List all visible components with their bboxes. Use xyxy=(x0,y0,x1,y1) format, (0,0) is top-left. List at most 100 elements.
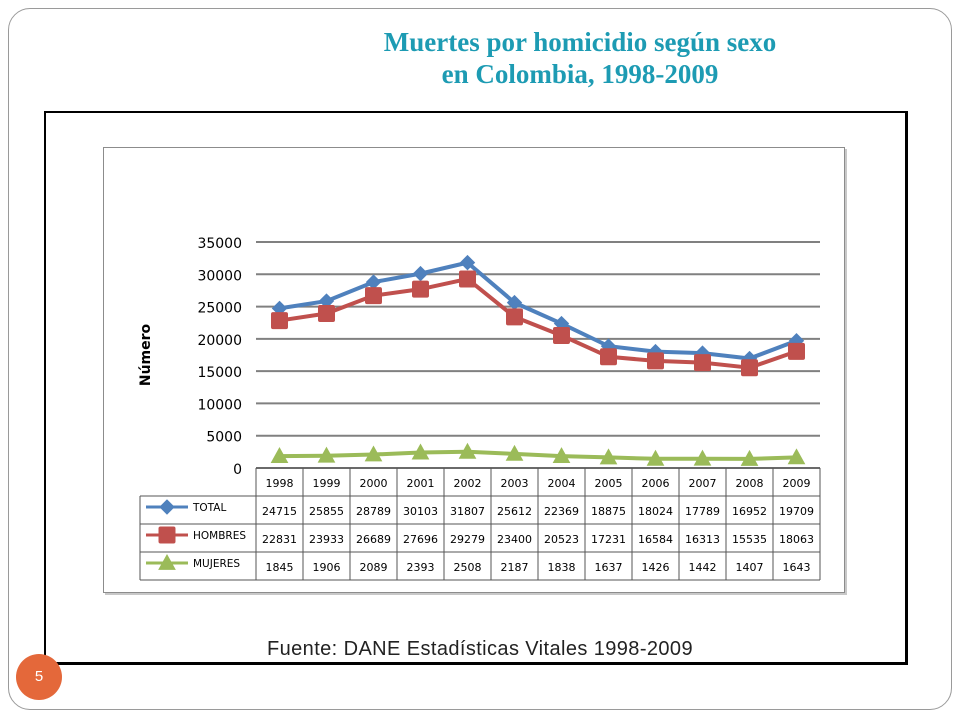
y-tick-label: 15000 xyxy=(197,365,242,381)
slide-frame xyxy=(8,8,952,710)
data-table-cell: 2089 xyxy=(360,561,388,574)
legend-key-point xyxy=(158,553,176,570)
data-table-cell: 1407 xyxy=(736,561,764,574)
series-total-point xyxy=(459,254,476,271)
series-mujeres-point xyxy=(317,446,336,463)
data-table-cell: 2508 xyxy=(454,561,482,574)
x-tick-label: 2001 xyxy=(407,477,435,490)
series-mujeres-point xyxy=(270,447,289,463)
x-tick-label: 1998 xyxy=(266,477,294,490)
series-hombres-point xyxy=(741,359,758,377)
data-table-cell: 16952 xyxy=(732,505,767,518)
data-table-cell: 17231 xyxy=(591,533,626,546)
y-tick-label: 20000 xyxy=(197,333,242,349)
data-table-cell: 1845 xyxy=(266,561,294,574)
page-number-badge: 5 xyxy=(16,654,62,700)
slide-title-line-2: en Colombia, 1998-2009 xyxy=(441,59,719,89)
line-chart: 0 5000 10000 15000 20000 25000 30000 35000 Númer… xyxy=(138,236,821,581)
data-table-cell: 28789 xyxy=(356,505,391,518)
series-hombres-point xyxy=(600,348,617,366)
series-mujeres-line xyxy=(279,449,797,461)
series-hombres-point xyxy=(506,308,523,326)
data-table-cell: 15535 xyxy=(732,533,767,546)
x-tick-label: 2007 xyxy=(689,477,717,490)
series-mujeres-point xyxy=(740,449,759,466)
y-tick-label: 25000 xyxy=(197,301,242,317)
series-mujeres-point xyxy=(364,445,383,462)
data-table-cell: 2393 xyxy=(407,561,435,574)
series-hombres-point xyxy=(412,280,429,298)
data-table-cell: 22831 xyxy=(262,533,297,546)
series-hombres-point xyxy=(271,312,288,330)
y-tick-label: 0 xyxy=(233,462,242,478)
data-table-cell: 18063 xyxy=(779,533,814,546)
data-table-cell: 2187 xyxy=(501,561,529,574)
x-tick-label: 2006 xyxy=(642,477,670,490)
data-table-cell: 1838 xyxy=(548,561,576,574)
data-table-cell: 1906 xyxy=(313,561,341,574)
series-mujeres-point xyxy=(693,449,712,466)
x-tick-label: 2002 xyxy=(454,477,482,490)
y-tick-label: 30000 xyxy=(197,268,242,284)
legend-label: TOTAL xyxy=(192,502,226,514)
data-table-cell: 1643 xyxy=(783,561,811,574)
data-table-cell: 25612 xyxy=(497,505,532,518)
series-mujeres-point xyxy=(787,448,806,465)
legend-key-point xyxy=(159,499,175,515)
y-axis-title: Número xyxy=(138,323,154,386)
series-mujeres-point xyxy=(505,444,524,461)
chart-area: 0 5000 10000 15000 20000 25000 30000 35000 Númer… xyxy=(103,147,845,593)
series-mujeres-point xyxy=(552,447,571,464)
data-table-cell: 16584 xyxy=(638,533,673,546)
series-hombres-point xyxy=(553,326,570,344)
x-tick-label: 2008 xyxy=(736,477,764,490)
series-total-line xyxy=(279,260,798,361)
series-hombres-point xyxy=(647,352,664,370)
x-tick-label: 2004 xyxy=(548,477,576,490)
data-table-cell: 16313 xyxy=(685,533,720,546)
data-table-cell: 19709 xyxy=(779,505,814,518)
data-table-cell: 1426 xyxy=(642,561,670,574)
series-total-point xyxy=(365,274,382,290)
data-table-cell: 29279 xyxy=(450,533,485,546)
y-tick-label: 35000 xyxy=(197,236,242,252)
series-hombres-point xyxy=(788,342,805,360)
series-hombres-point xyxy=(318,304,335,322)
slide-title-line-1: Muertes por homicidio según sexo xyxy=(383,27,777,57)
series-mujeres-point xyxy=(411,443,430,460)
data-table-cell: 1637 xyxy=(595,561,623,574)
data-table-cell: 20523 xyxy=(544,533,579,546)
series-mujeres-point xyxy=(599,448,618,465)
y-tick-label: 5000 xyxy=(206,430,242,446)
legend-label: MUJERES xyxy=(193,558,240,570)
source-note: Fuente: DANE Estadísticas Vitales 1998-2… xyxy=(267,638,693,660)
data-table-cell: 22369 xyxy=(544,505,579,518)
series-total-point xyxy=(412,265,429,282)
data-table-cell: 1442 xyxy=(689,561,717,574)
slide-title: Muertes por homicidio según sexo en Colo… xyxy=(300,26,860,90)
data-table-cell: 23400 xyxy=(497,533,532,546)
series-hombres-point xyxy=(459,270,476,288)
data-table-cell: 18875 xyxy=(591,505,626,518)
y-tick-label: 10000 xyxy=(197,397,242,413)
data-table-cell: 25855 xyxy=(309,505,344,518)
legend-key-point xyxy=(158,526,176,544)
x-tick-label: 1999 xyxy=(313,477,341,490)
series-hombres-point xyxy=(365,287,382,305)
data-table-cell: 24715 xyxy=(262,505,297,518)
series-hombres-point xyxy=(694,354,711,372)
data-table-cell: 17789 xyxy=(685,505,720,518)
x-tick-label: 2003 xyxy=(501,477,529,490)
data-table-cell: 23933 xyxy=(309,533,344,546)
data-table-cell: 31807 xyxy=(450,505,485,518)
x-tick-label: 2005 xyxy=(595,477,623,490)
data-table-cell: 18024 xyxy=(638,505,673,518)
legend-label: HOMBRES xyxy=(193,530,246,542)
data-table-cell: 27696 xyxy=(403,533,438,546)
series-mujeres-point xyxy=(646,449,665,466)
x-tick-label: 2000 xyxy=(360,477,388,490)
data-table-cell: 26689 xyxy=(356,533,391,546)
series-mujeres-point xyxy=(458,442,477,459)
x-tick-label: 2009 xyxy=(783,477,811,490)
data-table-cell: 30103 xyxy=(403,505,438,518)
